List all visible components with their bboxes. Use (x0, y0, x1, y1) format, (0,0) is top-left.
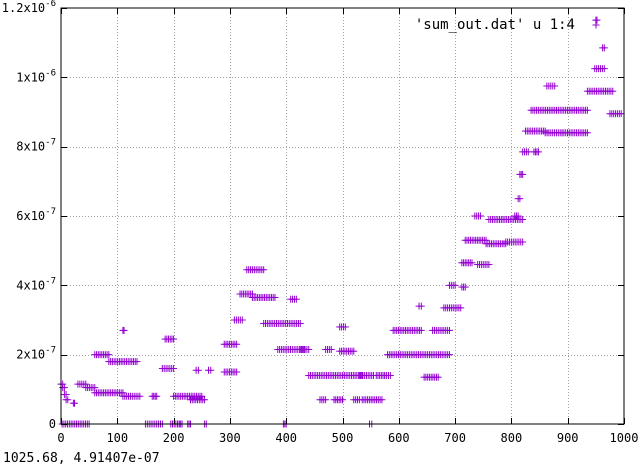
data-point (378, 396, 386, 404)
data-point (133, 358, 141, 366)
y-tick-label: 0 (49, 417, 56, 431)
data-point (170, 335, 178, 343)
data-point (445, 351, 453, 359)
data-point (207, 366, 215, 374)
plot-area[interactable]: 0 100 200 300 400 500 600 700 800 900 1000 0 2x10-7… (0, 0, 641, 449)
x-tick-label: 800 (501, 431, 523, 445)
data-point (551, 82, 559, 90)
cursor-coordinates: 1025.68, 4.91407e-07 (3, 451, 160, 466)
data-point (445, 326, 453, 334)
data-point (238, 316, 246, 324)
y-tick-labels: 0 2x10-7 4x10-7 6x10-7 8x10-7 1x10-6 1.2x10-6 (2, 0, 56, 431)
data-point (609, 87, 617, 95)
data-point (296, 319, 304, 327)
data-point (300, 345, 308, 353)
data-point (194, 366, 202, 374)
legend-marker (592, 21, 600, 29)
data-point (519, 170, 527, 178)
data-point (233, 340, 241, 348)
data-point (105, 351, 113, 359)
data-point (64, 396, 72, 404)
status-bar: 1025.68, 4.91407e-07 (0, 449, 641, 469)
data-point (516, 195, 524, 203)
x-tick-label: 400 (275, 431, 297, 445)
x-tick-label: 900 (557, 431, 579, 445)
x-tick-labels: 0 100 200 300 400 500 600 700 800 900 1000 (57, 431, 638, 445)
y-tick-label: 6x10-7 (16, 207, 56, 223)
data-point (519, 215, 527, 223)
data-point (233, 368, 241, 376)
grid-lines (61, 8, 624, 424)
legend: 'sum_out.dat' u 1:4 (415, 17, 600, 33)
x-tick-label: 500 (332, 431, 354, 445)
data-points (57, 16, 625, 428)
data-point (514, 212, 522, 220)
data-point (327, 345, 335, 353)
data-point (350, 347, 358, 355)
data-point (60, 384, 68, 392)
data-point (468, 259, 476, 267)
legend-label: 'sum_out.dat' u 1:4 (415, 17, 575, 33)
data-point (593, 16, 601, 24)
y-tick-label: 4x10-7 (16, 276, 56, 292)
data-point (136, 392, 144, 400)
x-tick-label: 100 (106, 431, 128, 445)
data-point (271, 293, 279, 301)
data-point (485, 261, 493, 269)
data-point (417, 302, 425, 310)
data-point (434, 373, 442, 381)
data-point (476, 212, 484, 220)
axis-ticks (61, 8, 625, 425)
data-point (201, 396, 209, 404)
x-tick-label: 600 (388, 431, 410, 445)
data-point (451, 281, 459, 289)
x-tick-label: 300 (219, 431, 241, 445)
legend-marker-plus (592, 21, 600, 29)
data-point (461, 283, 469, 291)
data-point (322, 396, 330, 404)
y-tick-label: 1x10-6 (16, 68, 56, 84)
x-tick-label: 0 (57, 431, 64, 445)
data-point (417, 326, 425, 334)
data-point (341, 323, 349, 331)
data-point (71, 399, 79, 407)
data-point (519, 238, 527, 246)
data-point (120, 326, 128, 334)
data-point (583, 106, 591, 114)
data-point (386, 371, 394, 379)
data-point (457, 304, 465, 312)
data-point (600, 65, 608, 73)
x-tick-label: 700 (444, 431, 466, 445)
x-tick-label: 200 (163, 431, 185, 445)
y-tick-label: 8x10-7 (16, 138, 56, 154)
y-tick-label: 1.2x10-6 (2, 0, 56, 15)
data-point (153, 392, 161, 400)
y-tick-label: 2x10-7 (16, 346, 56, 362)
data-point (600, 44, 608, 52)
data-point (583, 129, 591, 137)
data-point (292, 295, 300, 303)
data-point (339, 396, 346, 404)
x-tick-label: 1000 (610, 431, 639, 445)
data-point (534, 148, 542, 156)
data-point (170, 365, 178, 373)
data-point (260, 266, 268, 274)
